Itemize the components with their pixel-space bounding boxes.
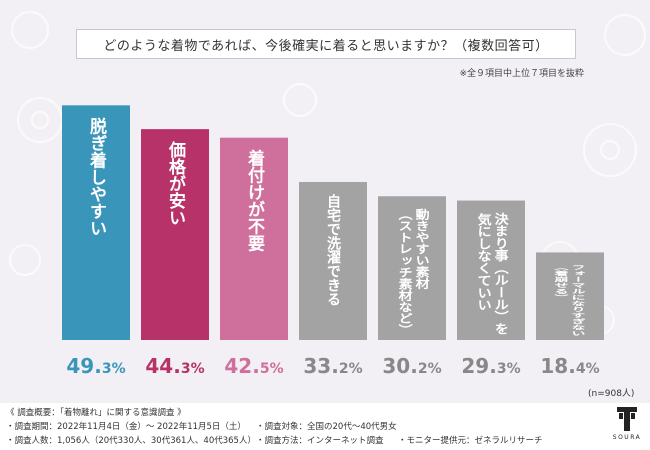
logo-text: SOURA <box>612 434 642 441</box>
sample-size-note: (n=908人) <box>588 389 635 399</box>
bar-2 <box>141 129 209 340</box>
category-label-6: 決まり事（ルール）を気にしなくていい <box>475 211 509 335</box>
survey-subjects: ・調査対象：全国の20代〜40代男女 <box>256 422 397 432</box>
survey-period: ・調査期間：2022年11月4日（金）～ 2022年11月5日（土） <box>6 422 246 432</box>
survey-method: ・調査方法：インターネット調査 <box>256 436 384 446</box>
value-label-6: 29.3% <box>461 354 520 378</box>
bar-4 <box>299 181 367 340</box>
value-label-1: 49.3% <box>66 354 125 378</box>
bar-5 <box>378 196 446 340</box>
survey-footer: 《 調査概要：「着物離れ」に関する意識調査 》 ・調査期間：2022年11月4日… <box>0 403 650 450</box>
bar-3 <box>220 137 288 340</box>
brand-logo: SOURA <box>612 406 642 446</box>
category-label-1: 脱ぎ着しやすい <box>86 116 108 236</box>
selection-note: ※全９項目中上位７項目を抜粋 <box>459 69 584 79</box>
value-label-7: 18.4% <box>540 354 599 378</box>
value-label-5: 30.2% <box>382 354 441 378</box>
category-label-3: 着付けが不要 <box>244 149 266 253</box>
bar-6 <box>457 200 525 340</box>
category-label-5: 動きやすい素材（ストレッチ素材など） <box>395 208 429 336</box>
bar-7 <box>536 252 604 340</box>
value-label-3: 42.5% <box>224 354 283 378</box>
category-label-2: 価格が安い <box>165 140 187 226</box>
survey-heading: 《 調査概要：「着物離れ」に関する意識調査 》 <box>6 408 186 418</box>
bar-1 <box>62 105 130 340</box>
category-label-4: 自宅で洗濯できる <box>325 193 341 306</box>
survey-respondents: ・調査人数：1,056人（20代330人、30代361人、40代365人） <box>6 436 256 446</box>
chart-title: どのような着物であれば、今後確実に着ると思いますか？（複数回答可） <box>76 29 576 59</box>
value-label-4: 33.2% <box>303 354 362 378</box>
value-label-2: 44.3% <box>145 354 204 378</box>
bar-chart: 脱ぎ着しやすい 49.3% 価格が安い 44.3% 着付けが不要 42.5% 自宅で洗濯でき… <box>62 105 604 378</box>
survey-provider: ・モニター提供元：ゼネラルリサーチ <box>398 436 543 446</box>
category-label-7: フォーマルになりすぎない（着崩せる） <box>553 264 587 336</box>
logo-mark-icon <box>617 407 637 431</box>
